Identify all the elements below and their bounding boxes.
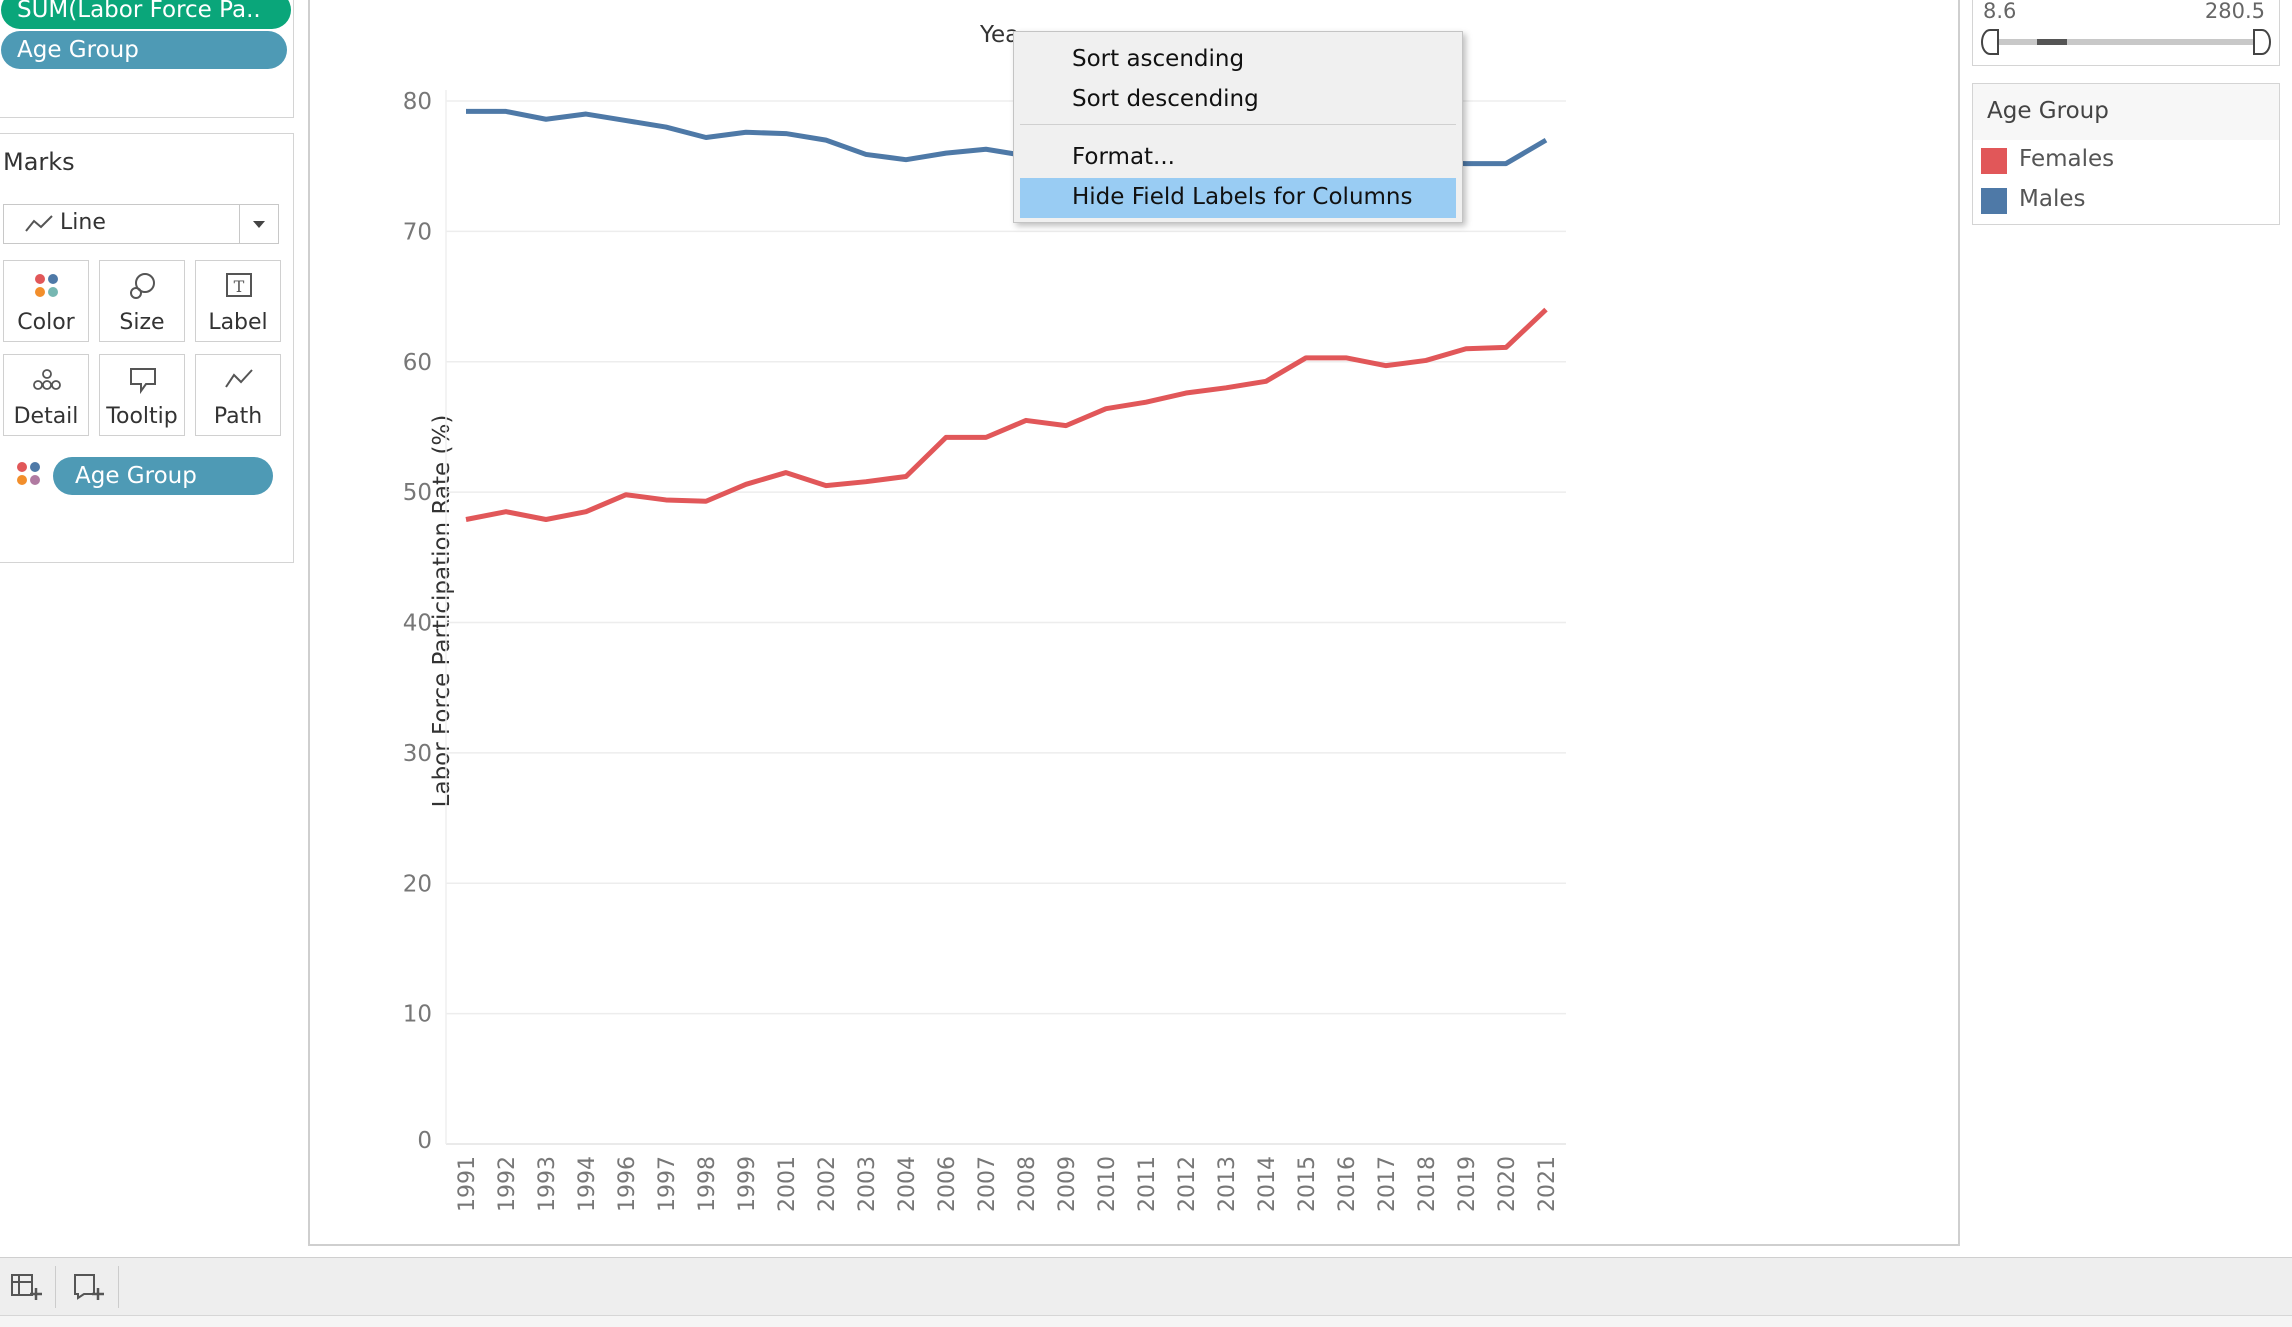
x-tick-label: 2013 <box>1215 1156 1240 1212</box>
text-label-icon: T <box>226 273 252 297</box>
slider-range <box>2037 39 2067 45</box>
legend-header <box>1973 84 2279 140</box>
y-tick-label: 60 <box>403 350 432 376</box>
slider-left-handle-icon[interactable] <box>1981 29 1999 55</box>
legend-label-females[interactable]: Females <box>2019 146 2115 172</box>
label-button[interactable]: T Label <box>195 260 281 342</box>
new-dashboard-icon[interactable] <box>72 1272 106 1302</box>
menu-item-sort-ascending[interactable]: Sort ascending <box>1072 46 1245 72</box>
path-icon <box>225 369 253 388</box>
x-tick-label: 1992 <box>495 1156 520 1212</box>
x-tick-label: 2008 <box>1015 1156 1040 1212</box>
x-tick-label: 1998 <box>695 1156 720 1212</box>
size-button-label: Size <box>119 310 165 335</box>
x-tick-label: 1994 <box>575 1156 600 1212</box>
x-tick-label: 2021 <box>1535 1156 1560 1212</box>
x-tick-label: 2007 <box>975 1156 1000 1212</box>
svg-text:T: T <box>234 277 245 296</box>
x-tick-label: 2018 <box>1415 1156 1440 1212</box>
menu-item-sort-descending[interactable]: Sort descending <box>1072 86 1259 112</box>
tab-divider <box>55 1266 56 1308</box>
menu-item-hide-field-labels[interactable]: Hide Field Labels for Columns <box>1072 184 1413 210</box>
legend-label-males[interactable]: Males <box>2019 186 2086 212</box>
x-tick-label: 2017 <box>1375 1156 1400 1212</box>
x-tick-label: 2012 <box>1175 1156 1200 1212</box>
x-tick-label: 2001 <box>775 1156 800 1212</box>
mark-type-dropdown[interactable]: Line <box>3 204 279 244</box>
label-button-label: Label <box>208 310 268 335</box>
color-encoding-icon <box>17 462 40 485</box>
legend-swatch-females[interactable] <box>1981 148 2007 174</box>
size-button[interactable]: Size <box>99 260 185 342</box>
color-button-label: Color <box>17 310 75 335</box>
y-tick-label: 10 <box>403 1002 432 1028</box>
series-line-females[interactable] <box>465 307 1548 523</box>
color-icon <box>35 274 58 297</box>
x-tick-label: 1991 <box>455 1156 480 1212</box>
y-tick-label: 0 <box>417 1128 432 1154</box>
x-tick-label: 1997 <box>655 1156 680 1212</box>
x-tick-label: 2002 <box>815 1156 840 1212</box>
tooltip-button-label: Tooltip <box>106 404 178 429</box>
x-tick-label: 2019 <box>1455 1156 1480 1212</box>
context-menu: Sort ascending Sort descending Format...… <box>1013 31 1463 223</box>
y-tick-label: 50 <box>403 480 432 506</box>
detail-icon <box>33 369 61 390</box>
y-tick-label: 40 <box>403 611 432 637</box>
chevron-down-icon[interactable] <box>239 205 278 243</box>
x-tick-label: 2016 <box>1335 1156 1360 1212</box>
x-tick-label: 1999 <box>735 1156 760 1212</box>
legend-swatch-males[interactable] <box>1981 188 2007 214</box>
tooltip-icon <box>130 368 156 395</box>
column-header-partial[interactable]: Yea <box>980 22 1020 48</box>
new-worksheet-icon[interactable] <box>10 1272 44 1302</box>
x-tick-label: 2009 <box>1055 1156 1080 1212</box>
marks-card: Marks Line Color Size T Label <box>0 133 294 563</box>
x-tick-label: 2020 <box>1495 1156 1520 1212</box>
status-bar <box>0 1315 2292 1327</box>
tooltip-button[interactable]: Tooltip <box>99 354 185 436</box>
color-button[interactable]: Color <box>3 260 89 342</box>
slider-track[interactable] <box>1989 39 2259 45</box>
pill-labor-force[interactable]: SUM(Labor Force Pa.. <box>1 0 291 29</box>
y-tick-label: 70 <box>403 219 432 245</box>
legend-title: Age Group <box>1987 98 2109 124</box>
color-legend: Age Group Females Males <box>1972 83 2280 225</box>
slider-right-handle-icon[interactable] <box>2253 29 2271 55</box>
y-tick-label: 20 <box>403 871 432 897</box>
x-tick-label: 1996 <box>615 1156 640 1212</box>
line-chart: 0 10 20 30 40 50 60 70 80 1991 1992 1993 1994 1996 199… <box>403 89 1566 1212</box>
x-tick-label: 2015 <box>1295 1156 1320 1212</box>
line-mark-icon <box>25 215 53 232</box>
detail-button[interactable]: Detail <box>3 354 89 436</box>
menu-item-format[interactable]: Format... <box>1072 144 1175 170</box>
x-tick-label: 2004 <box>895 1156 920 1212</box>
size-icon <box>130 273 155 299</box>
menu-highlight <box>1020 178 1456 218</box>
sheet-tabs-bar <box>0 1257 2292 1316</box>
mark-type-label: Line <box>60 210 106 235</box>
x-tick-label: 2003 <box>855 1156 880 1212</box>
x-tick-label: 1993 <box>535 1156 560 1212</box>
y-tick-label: 30 <box>403 741 432 767</box>
tab-divider <box>118 1266 119 1308</box>
detail-button-label: Detail <box>13 404 79 429</box>
y-tick-label: 80 <box>403 89 432 115</box>
pill-age-group[interactable]: Age Group <box>1 31 287 69</box>
path-button-label: Path <box>213 404 263 429</box>
x-tick-label: 2014 <box>1255 1156 1280 1212</box>
rows-shelf-panel: SUM(Labor Force Pa.. Age Group <box>0 0 294 118</box>
path-button[interactable]: Path <box>195 354 281 436</box>
menu-separator <box>1020 124 1456 125</box>
slider-max-label: 280.5 <box>2204 0 2265 23</box>
x-tick-label: 2010 <box>1095 1156 1120 1212</box>
marks-title: Marks <box>3 148 75 176</box>
color-pill-age-group[interactable]: Age Group <box>53 457 273 495</box>
x-tick-label: 2011 <box>1135 1156 1160 1212</box>
x-tick-label: 2006 <box>935 1156 960 1212</box>
filter-slider-panel: 8.6 280.5 <box>1972 0 2280 66</box>
slider-min-label: 8.6 <box>1983 0 2017 23</box>
